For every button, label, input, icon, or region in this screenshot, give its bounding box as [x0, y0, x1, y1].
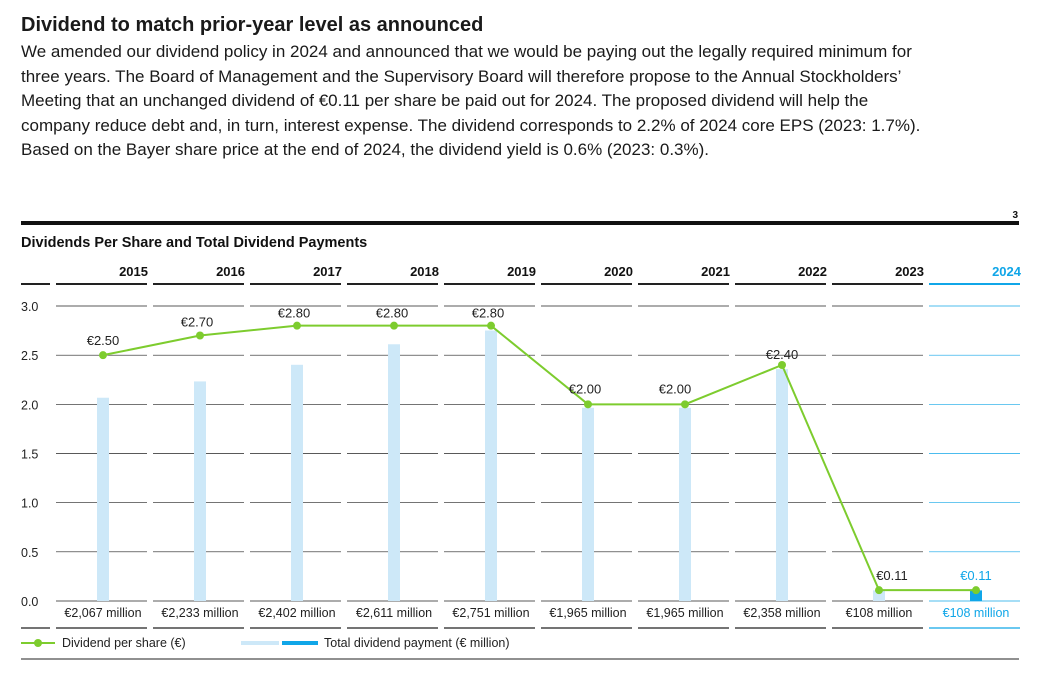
year-header-2015: 2015 — [119, 264, 148, 279]
bar-2019 — [485, 330, 497, 601]
payment-label-2019: €2,751 million — [452, 606, 529, 620]
dividend-point-2016 — [196, 331, 204, 340]
dividend-point-2018 — [390, 321, 398, 330]
dividend-label-2021: €2.00 — [659, 381, 692, 396]
legend-line-marker — [34, 639, 42, 647]
bar-2015 — [97, 397, 109, 601]
dividend-point-2020 — [584, 400, 592, 409]
dividend-label-2023: €0.11 — [876, 568, 908, 583]
year-header-2020: 2020 — [604, 264, 633, 279]
dividend-point-2022 — [778, 361, 786, 369]
payment-label-2024: €108 million — [943, 606, 1010, 620]
y-tick-label: 2.0 — [21, 398, 38, 412]
top-rule — [21, 221, 1019, 225]
year-header-2023: 2023 — [895, 264, 924, 279]
year-header-2016: 2016 — [216, 264, 245, 279]
payment-label-2018: €2,611 million — [356, 606, 432, 620]
bar-2022 — [776, 369, 788, 601]
year-header-2018: 2018 — [410, 264, 439, 279]
dividend-label-2020: €2.00 — [569, 381, 602, 396]
legend-bar-label: Total dividend payment (€ million) — [324, 636, 510, 650]
year-header-2024: 2024 — [992, 264, 1022, 279]
dividend-line — [102, 324, 976, 592]
y-tick-label: 1.0 — [21, 497, 38, 511]
chart-title: Dividends Per Share and Total Dividend P… — [21, 235, 367, 251]
bar-2021 — [679, 407, 691, 601]
dividend-label-2016: €2.70 — [181, 315, 214, 330]
bar-2020 — [582, 407, 594, 601]
bar-2018 — [388, 344, 400, 601]
dividend-label-2019: €2.80 — [472, 306, 505, 321]
dividend-label-2015: €2.50 — [87, 333, 120, 348]
year-header-2017: 2017 — [313, 264, 342, 279]
bar-2023 — [873, 590, 885, 601]
payment-label-2022: €2,358 million — [743, 606, 820, 620]
year-header-2019: 2019 — [507, 264, 536, 279]
y-tick-label: 2.5 — [21, 349, 38, 363]
figure-number: 3 — [1012, 210, 1018, 221]
y-tick-label: 0.5 — [21, 546, 38, 560]
legend-bar-swatch — [241, 641, 279, 645]
bar-2016 — [194, 381, 206, 601]
payment-label-2021: €1,965 million — [646, 606, 723, 620]
dividend-label-2022: €2.40 — [766, 347, 799, 362]
article-headline: Dividend to match prior-year level as an… — [21, 14, 484, 36]
y-tick-label: 0.0 — [21, 595, 38, 609]
dividend-label-2024: €0.11 — [960, 568, 992, 583]
dividend-point-2021 — [681, 400, 689, 409]
dividend-point-2019 — [487, 321, 495, 330]
payment-label-2020: €1,965 million — [549, 606, 626, 620]
dividend-label-2018: €2.80 — [376, 306, 409, 321]
dividend-point-2017 — [293, 321, 301, 330]
dividend-label-2017: €2.80 — [278, 306, 311, 321]
payment-label-2017: €2,402 million — [258, 606, 335, 620]
y-tick-label: 1.5 — [21, 448, 38, 462]
legend-line-label: Dividend per share (€) — [62, 636, 186, 650]
y-tick-label: 3.0 — [21, 300, 38, 314]
bar-2024 — [970, 590, 982, 601]
year-header-2021: 2021 — [701, 264, 730, 279]
payment-label-2015: €2,067 million — [64, 606, 141, 620]
year-header-2022: 2022 — [798, 264, 827, 279]
dividend-point-2015 — [99, 351, 107, 360]
payment-label-2023: €108 million — [846, 606, 913, 620]
legend-bar-highlight-swatch — [282, 641, 318, 645]
article-body: We amended our dividend policy in 2024 a… — [21, 42, 921, 159]
payment-label-2016: €2,233 million — [161, 606, 238, 620]
dividend-point-2024 — [972, 586, 980, 595]
bar-2017 — [291, 364, 303, 601]
dividend-point-2023 — [875, 586, 883, 595]
